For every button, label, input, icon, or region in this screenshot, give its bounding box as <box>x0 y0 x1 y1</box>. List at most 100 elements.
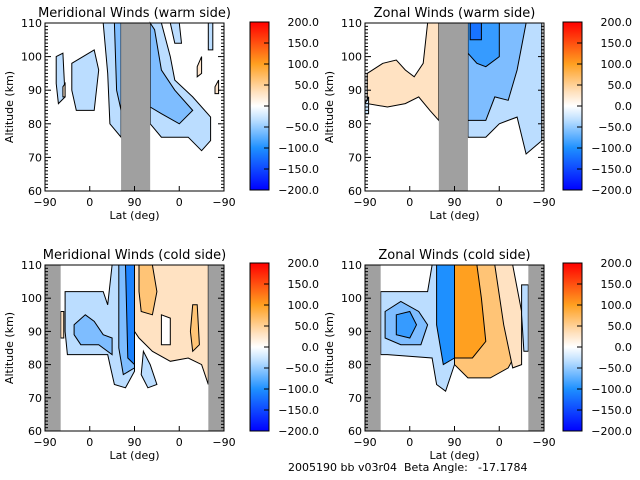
colorbar-tick-label: −200.0 <box>278 184 319 197</box>
y-axis-label: Altitude (km) <box>323 71 336 143</box>
x-tick-label: −90 <box>353 196 376 209</box>
colorbar-tick-label: −150.0 <box>591 163 632 176</box>
x-tick-label: −90 <box>532 196 555 209</box>
x-tick-label: 0 <box>496 196 503 209</box>
y-tick-label: 90 <box>28 325 42 338</box>
panel-4: 60 70 80 90 100 110 −90 0 90 0 −90 Zonal Winds (col… <box>323 248 632 462</box>
colorbar-tick-label: −50.0 <box>285 362 319 375</box>
colorbar-tick-label: −50.0 <box>598 362 632 375</box>
contour-region <box>71 49 100 111</box>
y-tick-label: 100 <box>341 292 362 305</box>
colorbar-tick-label: 150.0 <box>601 278 633 291</box>
x-tick-label: 0 <box>406 196 413 209</box>
x-tick-label: 0 <box>176 436 183 449</box>
x-tick-label: −90 <box>532 436 555 449</box>
y-tick-label: 110 <box>21 17 42 30</box>
x-tick-label: −90 <box>33 196 56 209</box>
contour-region <box>60 311 65 339</box>
contour-region <box>196 56 203 78</box>
footer-beta-value: -17.1784 <box>478 461 527 474</box>
y-tick-label: 80 <box>28 359 42 372</box>
contour-region <box>395 310 418 339</box>
x-tick-label: 0 <box>406 436 413 449</box>
x-tick-label: 0 <box>496 436 503 449</box>
contour-region <box>149 21 194 125</box>
colorbar: 200.0 150.0 100.0 50.0 0.0 −50.0 −100.0 −150.0 −… <box>562 257 633 438</box>
colorbar-tick-label: 0.0 <box>302 341 320 354</box>
colorbar-tick-label: 0.0 <box>302 100 320 113</box>
y-tick-label: 90 <box>348 325 362 338</box>
no-data-band <box>438 23 468 191</box>
x-axis-label: Lat (deg) <box>430 449 480 462</box>
y-tick-label: 100 <box>341 51 362 64</box>
colorbar-tick-label: 50.0 <box>295 79 320 92</box>
y-tick-label: 70 <box>28 151 42 164</box>
colorbar-tick-label: 100.0 <box>601 299 633 312</box>
x-tick-label: 90 <box>128 436 142 449</box>
contour-region <box>207 22 214 51</box>
x-tick-label: −90 <box>212 196 235 209</box>
colorbar-tick-label: −200.0 <box>278 425 319 438</box>
y-tick-label: 110 <box>341 17 362 30</box>
colorbar-tick-label: 100.0 <box>601 58 633 71</box>
contour-region <box>64 264 135 389</box>
y-tick-label: 60 <box>348 185 362 198</box>
y-tick-label: 100 <box>21 292 42 305</box>
colorbar-tick-label: 200.0 <box>288 257 320 270</box>
footer-run-id: 2005190 bb v03r04 <box>288 461 397 474</box>
contour-region <box>73 314 113 356</box>
contour-regions <box>60 264 209 389</box>
colorbar-tick-label: 0.0 <box>615 341 633 354</box>
colorbar-tick-label: 100.0 <box>288 58 320 71</box>
no-data-band <box>121 23 151 191</box>
colorbar-tick-label: 200.0 <box>601 257 633 270</box>
x-axis-label: Lat (deg) <box>430 209 480 222</box>
colorbar: 200.0 150.0 100.0 50.0 0.0 −50.0 −100.0 −150.0 −… <box>249 257 320 438</box>
contour-regions <box>364 22 543 155</box>
colorbar-tick-label: −200.0 <box>591 184 632 197</box>
y-axis-label: Altitude (km) <box>323 312 336 384</box>
contour-region <box>160 314 171 346</box>
colorbar: 200.0 150.0 100.0 50.0 0.0 −50.0 −100.0 −150.0 −… <box>562 16 633 197</box>
colorbar-tick-label: −100.0 <box>278 383 319 396</box>
panel-title: Zonal Winds (cold side) <box>378 248 530 263</box>
contour-region <box>62 81 66 98</box>
x-tick-label: 90 <box>448 436 462 449</box>
colorbar-tick-label: 100.0 <box>288 299 320 312</box>
y-axis-label: Altitude (km) <box>3 71 16 143</box>
colorbar-tick-label: 150.0 <box>288 278 320 291</box>
x-axis-label: Lat (deg) <box>110 449 160 462</box>
y-tick-label: 70 <box>28 392 42 405</box>
contour-region <box>469 22 482 41</box>
x-tick-label: 0 <box>86 196 93 209</box>
y-tick-label: 70 <box>348 392 362 405</box>
panel-title: Meridional Winds (warm side) <box>38 6 231 21</box>
y-tick-label: 70 <box>348 151 362 164</box>
panel-1: 60 70 80 90 100 110 −90 0 90 0 −90 Meridional Winds… <box>3 6 319 222</box>
y-tick-label: 60 <box>348 425 362 438</box>
x-tick-label: 0 <box>176 196 183 209</box>
colorbar-tick-label: 150.0 <box>288 37 320 50</box>
colorbar-tick-label: −50.0 <box>598 121 632 134</box>
x-tick-label: 0 <box>86 436 93 449</box>
contour-region <box>521 284 529 352</box>
colorbar-tick-label: −100.0 <box>591 142 632 155</box>
colorbar-tick-label: 50.0 <box>608 79 633 92</box>
panel-2: 60 70 80 90 100 110 −90 0 90 0 −90 Zonal Winds (war… <box>323 6 632 222</box>
x-axis-label: Lat (deg) <box>110 209 160 222</box>
y-tick-label: 110 <box>21 259 42 272</box>
y-tick-label: 80 <box>28 118 42 131</box>
no-data-band <box>528 265 544 431</box>
contour-region <box>140 349 158 389</box>
colorbar: 200.0 150.0 100.0 50.0 0.0 −50.0 −100.0 −150.0 −… <box>249 16 320 197</box>
contour-region <box>189 304 200 353</box>
y-tick-label: 80 <box>348 118 362 131</box>
no-data-band <box>45 265 61 431</box>
x-tick-label: 90 <box>448 196 462 209</box>
y-tick-label: 60 <box>28 425 42 438</box>
x-tick-label: −90 <box>353 436 376 449</box>
colorbar-tick-label: 150.0 <box>601 37 633 50</box>
colorbar-tick-label: −150.0 <box>278 163 319 176</box>
colorbar-tick-label: −50.0 <box>285 121 319 134</box>
